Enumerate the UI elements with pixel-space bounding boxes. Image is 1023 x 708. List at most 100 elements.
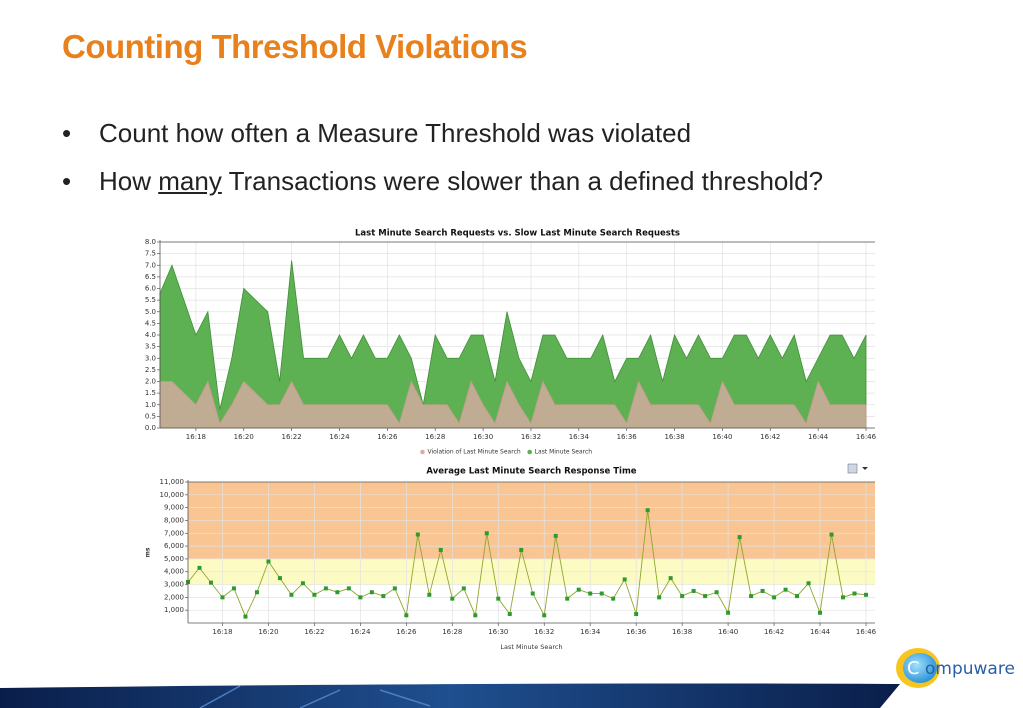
x-axis-label: Last Minute Search bbox=[500, 643, 562, 651]
point bbox=[714, 590, 719, 595]
legend-swatch bbox=[527, 449, 532, 455]
y-tick-label: 3.0 bbox=[145, 354, 156, 362]
logo-disc bbox=[903, 653, 937, 683]
x-tick-label: 16:38 bbox=[664, 433, 684, 441]
bullet-text: How bbox=[99, 166, 159, 196]
x-tick-label: 16:38 bbox=[672, 628, 692, 636]
point bbox=[841, 595, 846, 600]
y-tick-label: 2,000 bbox=[164, 593, 184, 601]
y-tick-label: 1,000 bbox=[164, 606, 184, 614]
x-tick-label: 16:36 bbox=[617, 433, 638, 441]
point bbox=[323, 586, 328, 591]
point bbox=[772, 595, 777, 600]
y-tick-label: 5.5 bbox=[145, 296, 156, 304]
point bbox=[197, 565, 202, 570]
bullet-text: Transactions were slower than a defined … bbox=[221, 166, 824, 196]
y-tick-label: 9,000 bbox=[164, 504, 184, 512]
point bbox=[450, 596, 455, 601]
y-tick-label: 5,000 bbox=[164, 555, 184, 563]
point bbox=[611, 596, 616, 601]
logo-text: ompuware bbox=[925, 659, 1015, 679]
point bbox=[208, 580, 213, 585]
chart-title: Average Last Minute Search Response Time bbox=[426, 467, 636, 477]
x-tick-label: 16:28 bbox=[442, 628, 462, 636]
point bbox=[795, 594, 800, 599]
point bbox=[519, 547, 524, 552]
y-tick-label: 10,000 bbox=[160, 491, 185, 499]
y-tick-label: 3,000 bbox=[164, 581, 184, 589]
x-tick-label: 16:26 bbox=[396, 628, 417, 636]
x-tick-label: 16:20 bbox=[258, 628, 278, 636]
y-tick-label: 5.0 bbox=[145, 308, 156, 316]
point bbox=[358, 595, 363, 600]
footer-band bbox=[0, 683, 900, 708]
y-tick-label: 7,000 bbox=[164, 529, 184, 537]
point bbox=[496, 596, 501, 601]
point bbox=[220, 595, 225, 600]
y-tick-label: 8.0 bbox=[145, 238, 156, 246]
point bbox=[691, 588, 696, 593]
point bbox=[369, 590, 374, 595]
x-tick-label: 16:40 bbox=[712, 433, 732, 441]
point bbox=[829, 532, 834, 537]
x-tick-label: 16:18 bbox=[212, 628, 232, 636]
y-tick-label: 1.5 bbox=[145, 389, 156, 397]
y-tick-label: 8,000 bbox=[164, 516, 184, 524]
point bbox=[289, 592, 294, 597]
point bbox=[231, 586, 236, 591]
bullet: Count how often a Measure Threshold was … bbox=[62, 118, 823, 149]
y-tick-label: 7.0 bbox=[145, 261, 156, 269]
x-tick-label: 16:20 bbox=[234, 433, 254, 441]
point bbox=[243, 614, 248, 619]
x-tick-label: 16:30 bbox=[488, 628, 508, 636]
point bbox=[749, 594, 754, 599]
y-tick-label: 4.0 bbox=[145, 331, 156, 339]
chart-title: Last Minute Search Requests vs. Slow Las… bbox=[355, 229, 680, 239]
y-tick-label: 4.5 bbox=[145, 319, 156, 327]
point bbox=[266, 559, 271, 564]
bullet-text: Count how often a Measure Threshold was … bbox=[99, 118, 692, 148]
icon-arrow[interactable] bbox=[862, 467, 868, 470]
legend-swatch bbox=[420, 449, 425, 455]
y-tick-label: 6.0 bbox=[145, 285, 156, 293]
y-tick-label: 6.5 bbox=[145, 273, 156, 281]
point bbox=[530, 591, 535, 596]
x-tick-label: 16:28 bbox=[425, 433, 445, 441]
footer-decoration bbox=[199, 685, 431, 708]
point bbox=[438, 547, 443, 552]
y-tick-label: 6,000 bbox=[164, 542, 184, 550]
bullet: How many Transactions were slower than a… bbox=[62, 166, 823, 197]
bullet-list: Count how often a Measure Threshold was … bbox=[62, 118, 823, 214]
point bbox=[565, 596, 570, 601]
point bbox=[404, 613, 409, 618]
point bbox=[726, 610, 731, 615]
point bbox=[254, 590, 259, 595]
x-tick-label: 16:22 bbox=[304, 628, 324, 636]
logo: C ompuware bbox=[896, 648, 1015, 688]
x-tick-label: 16:32 bbox=[534, 628, 554, 636]
point bbox=[542, 613, 547, 618]
point bbox=[507, 612, 512, 617]
icon-box[interactable] bbox=[847, 463, 858, 474]
point bbox=[634, 612, 639, 617]
chart: Last Minute Search Requests vs. Slow Las… bbox=[145, 229, 877, 456]
chart-options-icon[interactable] bbox=[847, 463, 868, 474]
y-tick-label: 2.0 bbox=[145, 378, 156, 386]
point bbox=[657, 595, 662, 600]
y-tick-label: 7.5 bbox=[145, 250, 156, 258]
y-tick-label: 0.0 bbox=[145, 424, 156, 432]
x-tick-label: 16:46 bbox=[856, 628, 877, 636]
y-tick-label: 2.5 bbox=[145, 366, 156, 374]
y-tick-label: 0.5 bbox=[145, 412, 156, 420]
x-tick-label: 16:24 bbox=[329, 433, 350, 441]
point bbox=[461, 586, 466, 591]
point bbox=[783, 587, 788, 592]
point bbox=[599, 591, 604, 596]
point bbox=[427, 592, 432, 597]
y-tick-label: 4,000 bbox=[164, 568, 184, 576]
point bbox=[381, 594, 386, 599]
point bbox=[473, 613, 478, 618]
point bbox=[645, 508, 650, 513]
